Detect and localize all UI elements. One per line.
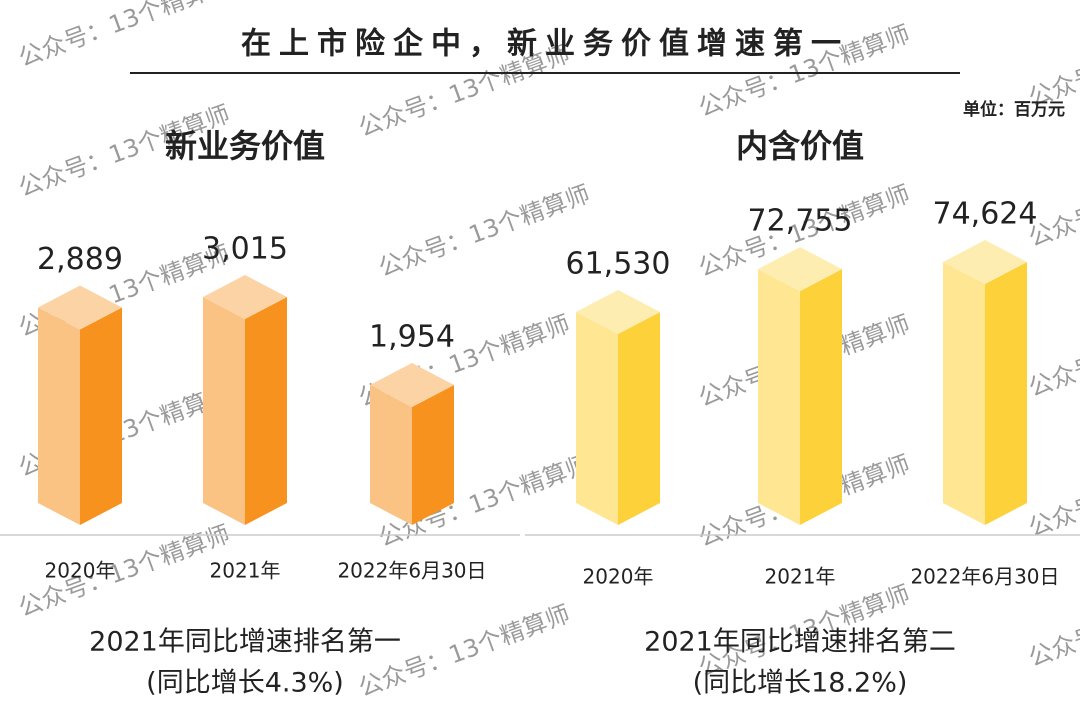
value-label: 2,889 [37, 242, 123, 277]
bar-front [412, 384, 454, 525]
chart-note: 2021年同比增速排名第一 [89, 627, 401, 658]
watermark: 公众号：13个精算师 [1025, 440, 1080, 542]
bar-left-face [576, 312, 618, 525]
unit-label: 单位：百万元 [963, 99, 1065, 120]
chart-note: 2021年同比增速排名第二 [644, 627, 956, 658]
x-tick-label: 2020年 [583, 565, 654, 589]
main-title: 在上市险企中，新业务价值增速第一 [241, 27, 849, 62]
bar-left-face [203, 297, 245, 525]
bar-top [943, 240, 1027, 284]
bar-top [370, 362, 454, 407]
watermark: 公众号：13个精算师 [15, 0, 234, 72]
bar-front [618, 312, 660, 525]
x-tick-label: 2021年 [765, 565, 836, 589]
bar-left-face [758, 269, 800, 525]
x-tick-label: 2021年 [210, 559, 281, 583]
bar-left-face [370, 384, 412, 525]
bar-front [985, 262, 1027, 525]
bar-top [203, 275, 287, 319]
chart-title: 新业务价值 [165, 127, 325, 165]
bar-top [38, 285, 122, 330]
bar-front [245, 297, 287, 525]
x-tick-label: 2020年 [45, 559, 116, 583]
x-tick-label: 2022年6月30日 [910, 565, 1059, 589]
value-label: 1,954 [369, 319, 455, 354]
watermark: 公众号：13个精算师 [1025, 10, 1080, 112]
chart-note: (同比增长18.2%) [693, 668, 908, 699]
bar-left-face [38, 307, 80, 525]
chart-note: (同比增长4.3%) [146, 668, 344, 699]
bar-front [80, 307, 122, 525]
x-tick-label: 2022年6月30日 [337, 559, 486, 583]
value-label: 74,624 [933, 197, 1038, 232]
chart-title: 内含价值 [736, 127, 864, 165]
watermark: 公众号：13个精算师 [375, 180, 594, 282]
bar-left-face [943, 262, 985, 525]
value-label: 3,015 [202, 232, 288, 267]
bar-top [576, 290, 660, 335]
watermark: 公众号：13个精算师 [1025, 300, 1080, 402]
value-label: 61,530 [566, 247, 671, 282]
value-label: 72,755 [748, 204, 853, 239]
bar-front [800, 269, 842, 525]
bar-top [758, 247, 842, 292]
